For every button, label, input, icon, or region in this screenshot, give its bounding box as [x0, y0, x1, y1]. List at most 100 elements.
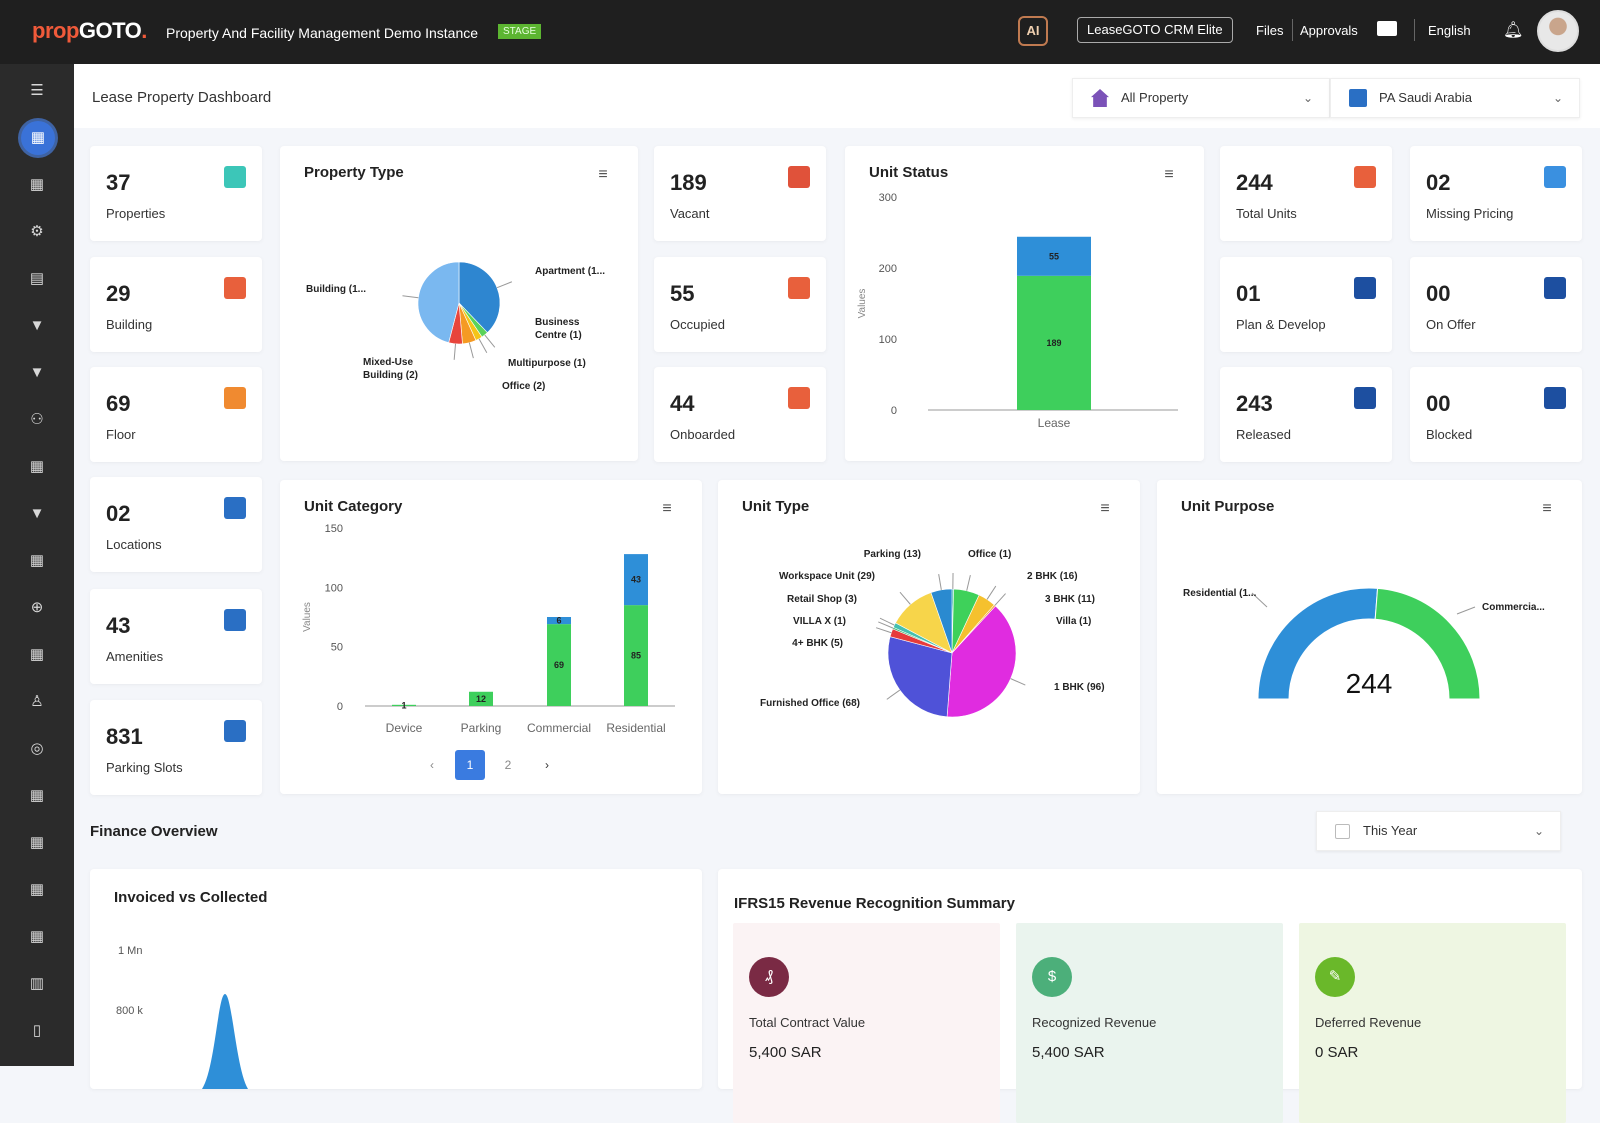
pagination-next[interactable]: › — [532, 750, 562, 780]
y-tick-label: 100 — [325, 582, 343, 594]
approvals-link[interactable]: Approvals — [1300, 23, 1358, 38]
kpi-card-properties[interactable]: 37 Properties — [90, 146, 262, 241]
sidebar-grid-icon[interactable]: ▦ — [25, 455, 49, 479]
kpi-label: Total Units — [1236, 206, 1297, 221]
building-icon — [224, 277, 246, 299]
divider — [1292, 19, 1293, 41]
house-icon — [1354, 166, 1376, 188]
pie-label: 2 BHK (16) — [1027, 570, 1078, 583]
store-icon — [224, 609, 246, 631]
kpi-value: 02 — [1426, 170, 1450, 196]
pagination-page-2[interactable]: 2 — [493, 750, 523, 780]
sidebar-filter-icon[interactable]: ▼ — [25, 314, 49, 338]
logo[interactable]: propGOTO. — [32, 18, 147, 44]
data-label: 12 — [476, 694, 486, 704]
sidebar-users-icon[interactable]: ⚇ — [25, 408, 49, 432]
kpi-value: 29 — [106, 281, 130, 307]
invoiced-vs-collected-card: Invoiced vs Collected 1 Mn 800 k — [90, 869, 702, 1089]
summary-label: Total Contract Value — [749, 1015, 865, 1030]
sidebar-document-icon[interactable]: ▤ — [25, 267, 49, 291]
pagination-page-1[interactable]: 1 — [455, 750, 485, 780]
leader-line — [900, 592, 910, 604]
pie-label: Multipurpose (1) — [508, 357, 586, 370]
pie-label: Parking (13) — [864, 548, 921, 561]
tag-icon — [1544, 166, 1566, 188]
sidebar-file-icon[interactable]: ▯ — [25, 1019, 49, 1043]
ai-assistant-icon[interactable]: AI — [1018, 16, 1048, 46]
sidebar-grid-icon[interactable]: ▦ — [25, 643, 49, 667]
unit-purpose-card: Unit Purpose ≡ Residential (1... Commerc… — [1157, 480, 1582, 794]
kpi-value: 37 — [106, 170, 130, 196]
files-link[interactable]: Files — [1256, 23, 1283, 38]
sidebar-grid-icon[interactable]: ▦ — [25, 878, 49, 902]
document-icon — [224, 166, 246, 188]
divider — [1414, 19, 1415, 41]
kpi-value: 02 — [106, 501, 130, 527]
bell-icon[interactable]: 🔔︎ — [1503, 20, 1523, 40]
x-tick-label: Device — [386, 721, 423, 735]
kpi-value: 01 — [1236, 281, 1260, 307]
kpi-label: Onboarded — [670, 427, 735, 442]
sidebar-grid-icon[interactable]: ▦ — [25, 831, 49, 855]
sidebar-person-icon[interactable]: ♙ — [25, 690, 49, 714]
summary-label: Deferred Revenue — [1315, 1015, 1421, 1030]
stage-badge: STAGE — [498, 24, 541, 39]
kpi-label: Floor — [106, 427, 136, 442]
house-check-icon — [788, 387, 810, 409]
gauge-label: Residential (1... — [1183, 587, 1256, 600]
leader-line — [485, 335, 495, 347]
sidebar-filter-icon[interactable]: ▼ — [25, 502, 49, 526]
house-check-icon — [788, 277, 810, 299]
sidebar-support-icon[interactable]: ⊕ — [25, 596, 49, 620]
x-tick-label: Lease — [1038, 416, 1071, 430]
language-selector[interactable]: English — [1428, 23, 1471, 38]
crm-button[interactable]: LeaseGOTO CRM Elite — [1077, 17, 1233, 43]
kpi-label: Amenities — [106, 649, 163, 664]
sidebar-grid-icon[interactable]: ▦ — [25, 925, 49, 949]
leader-line — [876, 628, 891, 633]
sidebar-circle-icon[interactable]: ◎ — [25, 737, 49, 761]
kpi-value: 831 — [106, 724, 143, 750]
mail-icon[interactable] — [1377, 21, 1397, 36]
data-label: 55 — [1049, 251, 1059, 261]
sidebar-filter-icon[interactable]: ▼ — [25, 361, 49, 385]
house-icon — [224, 387, 246, 409]
property-filter-dropdown[interactable]: All Property ⌄ — [1072, 78, 1330, 118]
gauge-total: 244 — [1319, 668, 1419, 700]
sidebar-settings-icon[interactable]: ⚙ — [25, 220, 49, 244]
property-filter-value: All Property — [1121, 90, 1188, 105]
pie-label: Building (1... — [306, 283, 366, 296]
sidebar-dashboard-icon[interactable]: ▦ — [21, 121, 55, 155]
data-label: 85 — [631, 651, 641, 661]
kpi-label: Properties — [106, 206, 165, 221]
x-tick-label: Residential — [606, 721, 665, 735]
summary-label: Recognized Revenue — [1032, 1015, 1156, 1030]
house-lock-icon — [1544, 387, 1566, 409]
period-dropdown[interactable]: This Year ⌄ — [1316, 811, 1561, 851]
region-filter-dropdown[interactable]: PA Saudi Arabia ⌄ — [1330, 78, 1580, 118]
leader-line — [1457, 607, 1475, 614]
sidebar-grid-icon[interactable]: ▦ — [25, 549, 49, 573]
pagination-prev[interactable]: ‹ — [417, 750, 447, 780]
sidebar-grid-icon[interactable]: ▦ — [25, 784, 49, 808]
sidebar-menu-icon[interactable]: ☰ — [25, 79, 49, 103]
chevron-down-icon: ⌄ — [1534, 812, 1544, 850]
sidebar-grid-icon[interactable]: ▦ — [25, 173, 49, 197]
avatar[interactable] — [1537, 10, 1579, 52]
sidebar-table-icon[interactable]: ▥ — [25, 972, 49, 996]
